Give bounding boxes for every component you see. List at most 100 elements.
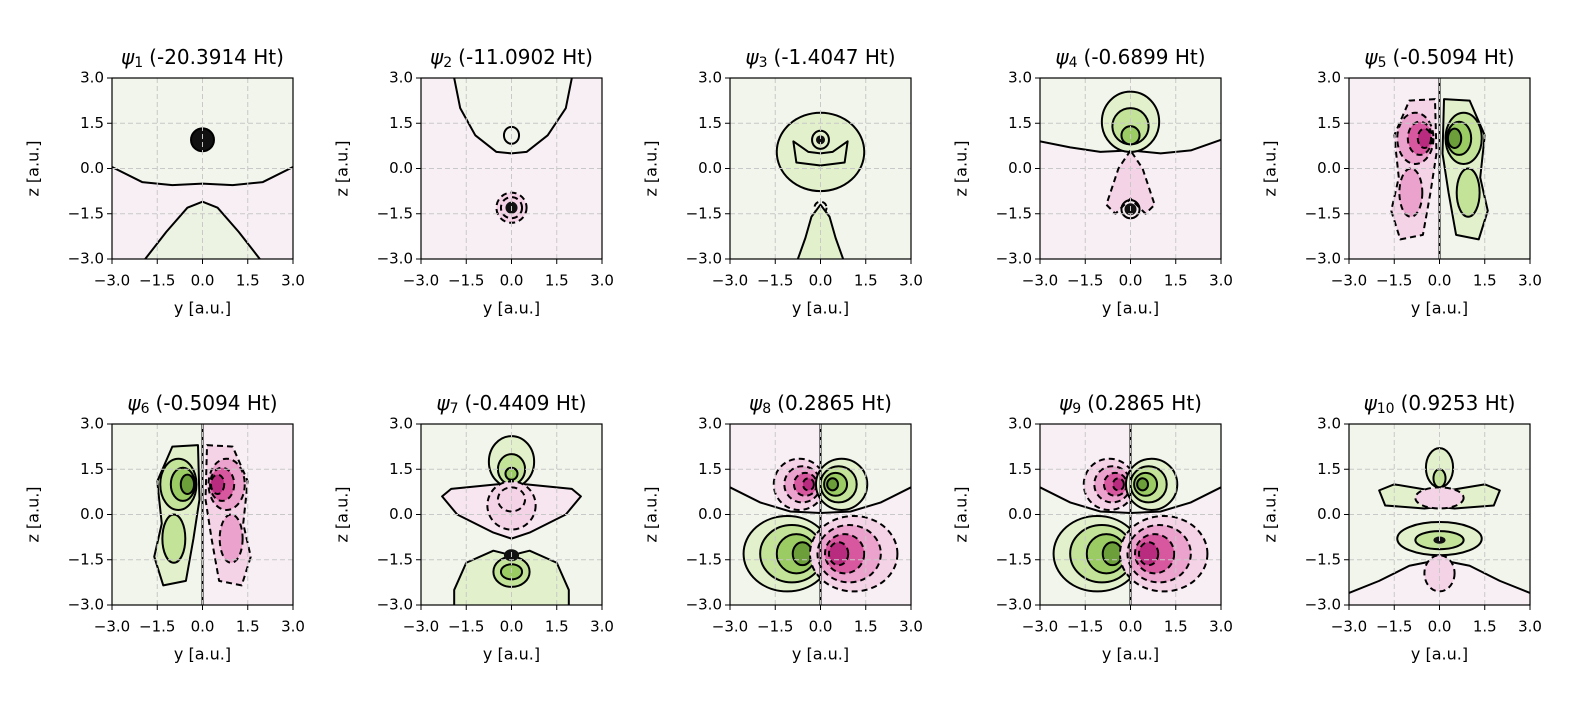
contour	[179, 473, 196, 495]
y-tick-label: 0.0	[389, 159, 413, 177]
orbital-index: 8	[762, 401, 771, 417]
plot-title: ψ3 (-1.4047 Ht)	[745, 45, 895, 72]
orbital-energy: (-11.0902 Ht)	[458, 45, 593, 69]
y-axis-label: z [a.u.]	[24, 140, 43, 196]
y-axis-label: z [a.u.]	[1261, 140, 1280, 196]
x-tick-label: 1.5	[1473, 272, 1497, 290]
orbital-energy: (-0.4409 Ht)	[465, 391, 587, 415]
y-tick-label: −3.0	[1305, 596, 1341, 614]
y-tick-label: −3.0	[996, 250, 1032, 268]
orbital-symbol: ψ	[436, 391, 450, 415]
x-tick-label: 3.0	[1209, 618, 1233, 636]
plot-frame	[729, 423, 912, 606]
x-tick-label: −1.5	[448, 272, 484, 290]
x-tick-label: −3.0	[712, 618, 748, 636]
x-tick-label: 1.5	[854, 272, 878, 290]
orbital-energy: (0.9253 Ht)	[1401, 391, 1516, 415]
contour-plot	[421, 424, 602, 605]
plot-title: ψ9 (0.2865 Ht)	[1059, 391, 1202, 418]
y-tick-label: 3.0	[80, 69, 104, 87]
orbital-index: 1	[134, 55, 143, 71]
plot-frame	[1039, 423, 1222, 606]
x-tick-label: −3.0	[403, 272, 439, 290]
x-tick-label: 0.0	[191, 272, 215, 290]
x-tick-label: 0.0	[1119, 272, 1143, 290]
x-tick-label: −3.0	[1331, 272, 1367, 290]
y-tick-label: −1.5	[1305, 204, 1341, 222]
contour	[1455, 167, 1481, 218]
contour	[161, 513, 187, 564]
x-tick-label: 0.0	[1428, 618, 1452, 636]
contour	[792, 140, 849, 167]
x-axis-label: y [a.u.]	[174, 645, 231, 664]
orbital-symbol: ψ	[749, 391, 763, 415]
plot-frame	[420, 423, 603, 606]
x-tick-label: −1.5	[1376, 618, 1412, 636]
x-axis-label: y [a.u.]	[1411, 299, 1468, 318]
x-axis-label: y [a.u.]	[1102, 299, 1159, 318]
x-axis-label: y [a.u.]	[792, 645, 849, 664]
contour	[791, 541, 814, 567]
x-tick-label: −1.5	[448, 618, 484, 636]
x-tick-label: −3.0	[1022, 618, 1058, 636]
contour	[802, 477, 815, 492]
orbital-index: 5	[1378, 55, 1387, 71]
contour	[1416, 127, 1433, 149]
y-tick-label: −1.5	[68, 550, 104, 568]
x-tick-label: −1.5	[139, 272, 175, 290]
x-axis-label: y [a.u.]	[483, 645, 540, 664]
orbital-energy: (-0.6899 Ht)	[1084, 45, 1206, 69]
x-tick-label: 1.5	[854, 618, 878, 636]
x-tick-label: −3.0	[712, 272, 748, 290]
x-tick-label: −1.5	[1067, 618, 1103, 636]
x-tick-label: 0.0	[191, 618, 215, 636]
x-tick-label: 0.0	[809, 618, 833, 636]
x-tick-label: −3.0	[94, 618, 130, 636]
x-tick-label: 1.5	[236, 272, 260, 290]
orbital-energy: (-0.5094 Ht)	[1393, 45, 1515, 69]
x-tick-label: 1.5	[1164, 618, 1188, 636]
y-tick-label: 3.0	[698, 415, 722, 433]
y-tick-label: −3.0	[686, 250, 722, 268]
x-tick-label: 1.5	[545, 618, 569, 636]
x-tick-label: 1.5	[1164, 272, 1188, 290]
x-tick-label: −1.5	[1376, 272, 1412, 290]
contour	[827, 541, 850, 567]
orbital-index: 2	[443, 55, 452, 71]
x-tick-label: 3.0	[281, 618, 305, 636]
x-tick-label: 3.0	[1209, 272, 1233, 290]
contour	[499, 196, 524, 220]
x-tick-label: 1.5	[545, 272, 569, 290]
x-axis-label: y [a.u.]	[792, 299, 849, 318]
x-tick-label: 3.0	[1518, 618, 1542, 636]
x-tick-label: 0.0	[500, 618, 524, 636]
y-tick-label: 0.0	[80, 159, 104, 177]
y-tick-label: 0.0	[389, 505, 413, 523]
y-tick-label: 0.0	[1008, 159, 1032, 177]
x-tick-label: 3.0	[899, 618, 923, 636]
orbital-symbol: ψ	[1364, 391, 1378, 415]
y-tick-label: −1.5	[686, 550, 722, 568]
y-axis-label: z [a.u.]	[333, 486, 352, 542]
plot-title: ψ1 (-20.3914 Ht)	[121, 45, 284, 72]
plot-frame	[1348, 423, 1531, 606]
y-axis-label: z [a.u.]	[642, 486, 661, 542]
y-tick-label: −3.0	[377, 250, 413, 268]
contour	[826, 477, 839, 492]
y-tick-label: −1.5	[377, 204, 413, 222]
y-axis-label: z [a.u.]	[642, 140, 661, 196]
y-axis-label: z [a.u.]	[952, 140, 971, 196]
y-tick-label: 1.5	[389, 460, 413, 478]
y-tick-label: 0.0	[1317, 159, 1341, 177]
orbital-index: 7	[450, 401, 459, 417]
contour	[218, 513, 244, 564]
y-tick-label: 0.0	[1008, 505, 1032, 523]
orbital-symbol: ψ	[1055, 45, 1069, 69]
y-tick-label: −3.0	[68, 250, 104, 268]
contour	[815, 135, 826, 145]
x-tick-label: 3.0	[899, 272, 923, 290]
plot-title: ψ6 (-0.5094 Ht)	[127, 391, 277, 418]
y-tick-label: 1.5	[389, 114, 413, 132]
orbital-energy: (0.2865 Ht)	[777, 391, 892, 415]
